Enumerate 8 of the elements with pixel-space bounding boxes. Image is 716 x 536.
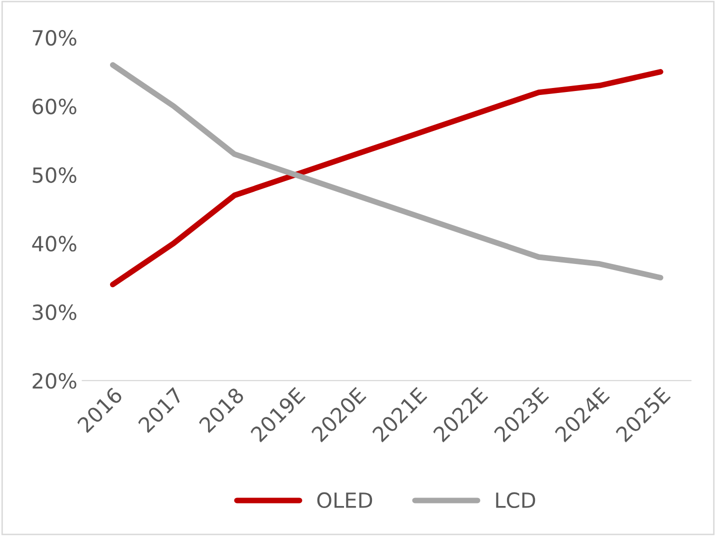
y-tick-label: 60% <box>32 98 76 114</box>
y-tick-label: 70% <box>32 30 76 46</box>
legend-label: LCD <box>496 492 536 508</box>
y-tick-label: 20% <box>32 373 76 389</box>
y-tick-label: 50% <box>32 167 76 183</box>
legend-label: OLED <box>317 492 372 508</box>
y-tick-label: 30% <box>32 304 76 320</box>
y-tick-label: 40% <box>32 236 76 252</box>
